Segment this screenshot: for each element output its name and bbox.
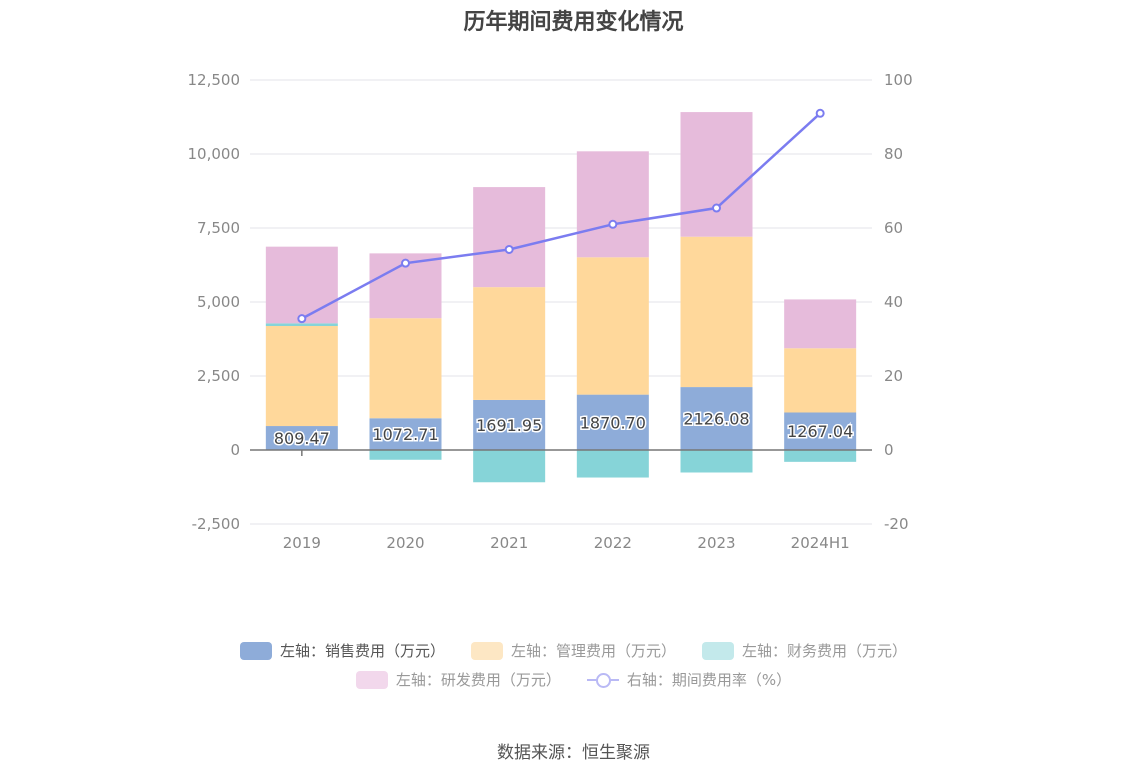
bar-segment bbox=[265, 246, 338, 324]
legend-item-expense-rate[interactable]: 右轴：期间费用率（%） bbox=[586, 669, 792, 690]
expense-rate-line bbox=[301, 112, 822, 320]
legend-item-admin[interactable]: 左轴：管理费用（万元） bbox=[470, 640, 676, 661]
bar-segment bbox=[369, 450, 442, 460]
bar-segment bbox=[680, 112, 753, 237]
right-axis-tick-label: 100 bbox=[884, 71, 913, 89]
bar-segment bbox=[473, 187, 546, 288]
bar-segment bbox=[265, 426, 338, 450]
expense-rate-point bbox=[712, 203, 721, 213]
left-axis-tick-label: 10,000 bbox=[188, 145, 241, 163]
right-axis-tick-label: -20 bbox=[884, 515, 909, 533]
x-axis-tick-label: 2024H1 bbox=[791, 534, 850, 552]
legend-swatch-admin bbox=[470, 641, 503, 660]
left-axis-tick-label: 2,500 bbox=[197, 367, 240, 385]
legend-swatch-expense-rate bbox=[586, 671, 619, 689]
sales-data-label: 2126.08 bbox=[683, 410, 749, 429]
chart-title: 历年期间费用变化情况 bbox=[463, 10, 684, 35]
sales-data-label: 1691.95 bbox=[476, 416, 542, 435]
legend-label-admin: 左轴：管理费用（万元） bbox=[510, 642, 676, 660]
right-axis-tick-label: 40 bbox=[884, 293, 903, 311]
bar-segment bbox=[473, 399, 546, 450]
legend-swatch-rnd bbox=[355, 670, 388, 689]
sales-data-label: 809.47 bbox=[274, 429, 330, 448]
sales-data-label: 1267.04 bbox=[787, 422, 853, 441]
bar-segment bbox=[576, 450, 649, 478]
x-axis-tick-label: 2019 bbox=[283, 534, 321, 552]
bar-segment bbox=[680, 236, 753, 388]
bar-segment bbox=[784, 412, 857, 450]
x-axis-tick-label: 2022 bbox=[594, 534, 632, 552]
left-axis-tick-label: 7,500 bbox=[197, 219, 240, 237]
legend-label-sales: 左轴：销售费用（万元） bbox=[279, 642, 445, 660]
expense-rate-point bbox=[401, 258, 410, 268]
chart-plot: -2,500 0 2,500 5,000 7,500 10,000 12,500 -20 0 20… bbox=[188, 71, 913, 552]
sales-data-label: 1072.71 bbox=[372, 425, 438, 444]
left-axis-tick-label: 12,500 bbox=[188, 71, 241, 89]
right-axis-tick-label: 20 bbox=[884, 367, 903, 385]
bar-segment bbox=[576, 257, 649, 395]
bar-segment bbox=[369, 418, 442, 450]
expense-rate-point bbox=[297, 314, 307, 324]
legend-swatch-finance bbox=[702, 641, 734, 660]
bar-segment bbox=[784, 299, 857, 349]
bar-segment bbox=[369, 318, 442, 419]
bar-segment bbox=[784, 450, 857, 462]
bar-segment bbox=[680, 450, 753, 473]
right-axis-tick-label: 0 bbox=[884, 441, 894, 459]
x-axis-tick-label: 2021 bbox=[490, 534, 528, 552]
bar-segment bbox=[784, 348, 857, 413]
source-note: 数据来源：恒生聚源 bbox=[497, 743, 650, 763]
left-axis-tick-label: 5,000 bbox=[197, 293, 240, 311]
bar-segment bbox=[265, 325, 338, 427]
legend-label-rnd: 左轴：研发费用（万元） bbox=[395, 671, 561, 689]
x-axis-tick-label: 2020 bbox=[386, 534, 424, 552]
bar-segment bbox=[680, 387, 753, 450]
bar-segment bbox=[576, 394, 649, 450]
bar-segment bbox=[265, 323, 338, 326]
right-axis-tick-label: 60 bbox=[884, 219, 903, 237]
expense-rate-point bbox=[608, 219, 618, 229]
bar-segment bbox=[473, 287, 546, 400]
bar-segment bbox=[473, 450, 546, 483]
left-axis-tick-label: -2,500 bbox=[192, 515, 240, 533]
expense-rate-point bbox=[504, 244, 514, 254]
legend: 左轴：销售费用（万元） 左轴：管理费用（万元） 左轴：财务费用（万元） 左轴：研… bbox=[0, 640, 1147, 698]
bar-segment bbox=[576, 151, 649, 258]
sales-data-label: 1870.70 bbox=[580, 413, 646, 432]
legend-item-sales[interactable]: 左轴：销售费用（万元） bbox=[239, 640, 445, 661]
right-axis-tick-label: 80 bbox=[884, 145, 903, 163]
expense-rate-point bbox=[815, 108, 825, 118]
left-axis-tick-label: 0 bbox=[230, 441, 240, 459]
legend-item-rnd[interactable]: 左轴：研发费用（万元） bbox=[355, 669, 561, 690]
x-axis-tick-label: 2023 bbox=[697, 534, 735, 552]
legend-item-finance[interactable]: 左轴：财务费用（万元） bbox=[702, 640, 907, 661]
legend-label-finance: 左轴：财务费用（万元） bbox=[742, 642, 908, 660]
legend-label-expense-rate: 右轴：期间费用率（%） bbox=[626, 671, 792, 689]
legend-swatch-sales bbox=[239, 641, 272, 660]
